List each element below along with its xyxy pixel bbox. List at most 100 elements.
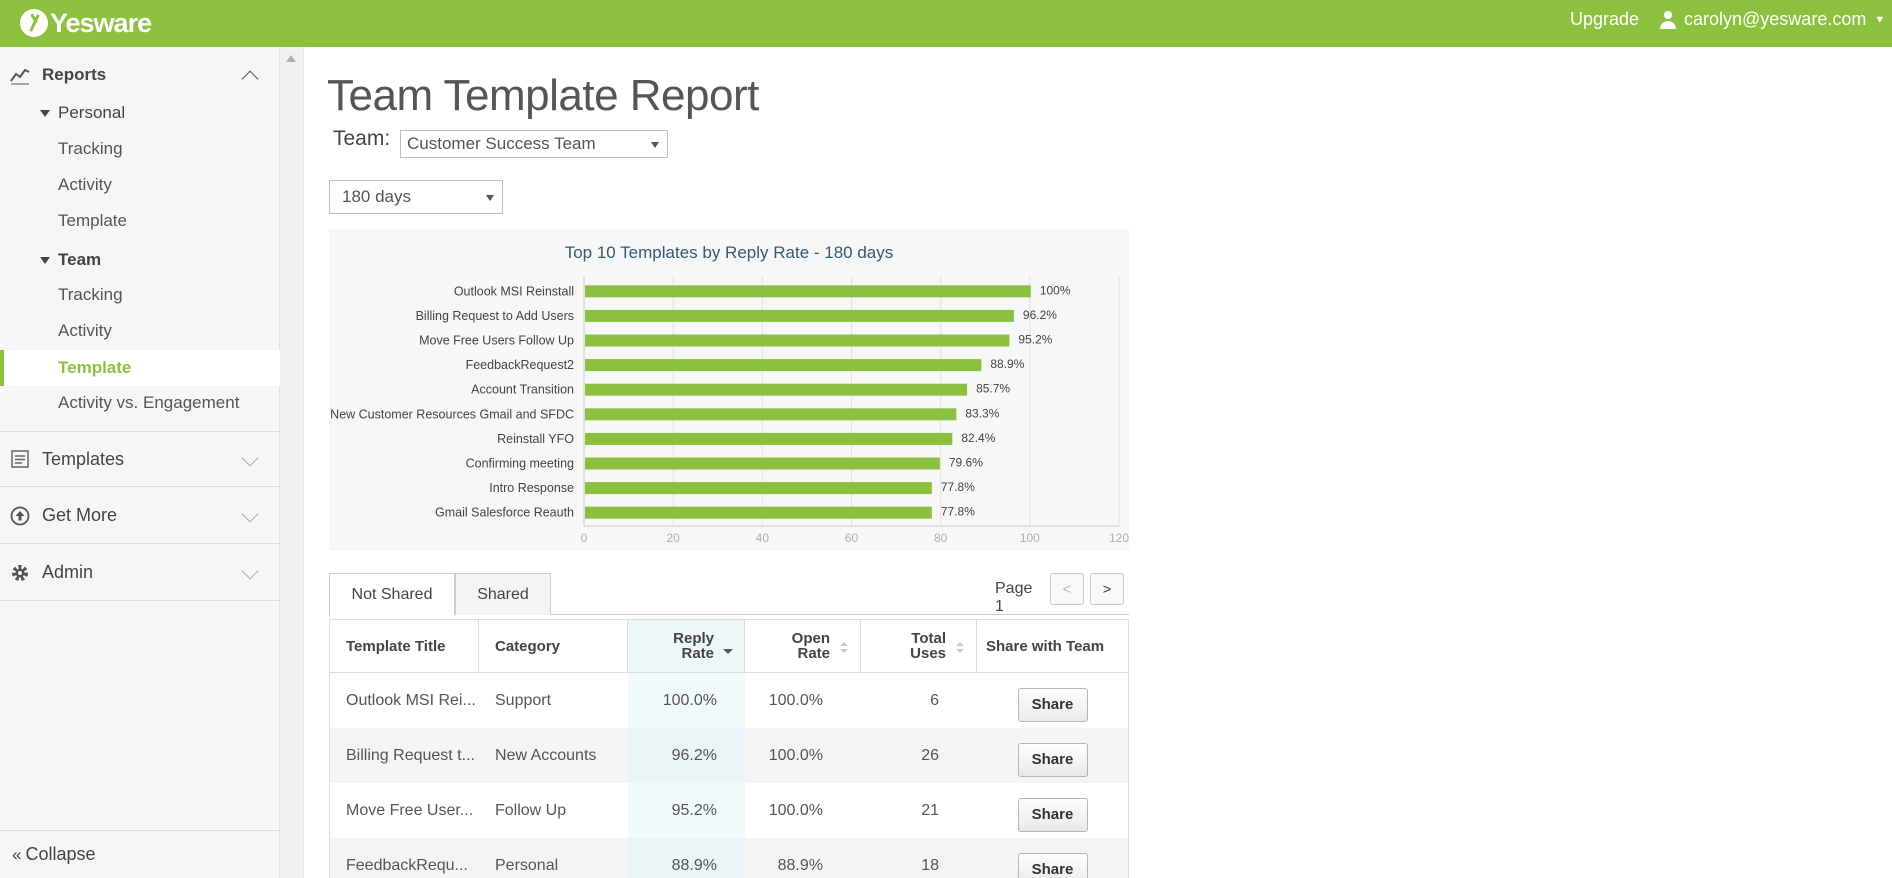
sidebar-scrollbar[interactable]: [280, 47, 304, 878]
nav-personal-tracking[interactable]: Tracking: [58, 139, 123, 158]
bar: [585, 408, 957, 421]
y-category-label: New Customer Resources Gmail and SFDC: [330, 407, 574, 421]
x-tick-label: 20: [666, 531, 680, 545]
cell-share: Share: [977, 783, 1128, 838]
team-select[interactable]: Customer Success Team: [400, 130, 668, 158]
sidebar: [0, 47, 280, 878]
sort-desc-icon: [723, 642, 733, 654]
share-button[interactable]: Share: [1017, 797, 1088, 832]
nav-personal-label: Personal: [58, 103, 126, 122]
nav-personal-template[interactable]: Template: [58, 211, 127, 230]
nav-personal-activity[interactable]: Activity: [58, 175, 112, 194]
col-category[interactable]: Category: [479, 620, 628, 672]
nav-reports-label: Reports: [42, 65, 107, 84]
cell-reply-rate: 100.0%: [628, 673, 745, 728]
y-category-label: Reinstall YFO: [497, 432, 574, 446]
tab-not-shared[interactable]: Not Shared: [329, 573, 455, 616]
bar-data-label: 95.2%: [1018, 333, 1052, 347]
col-open-rate[interactable]: Open Rate: [745, 620, 861, 672]
nav-admin[interactable]: Admin: [0, 545, 280, 601]
collapse-sidebar-button[interactable]: « Collapse: [0, 830, 280, 878]
y-category-label: Outlook MSI Reinstall: [454, 284, 574, 298]
line-chart-icon: [10, 65, 30, 85]
share-button[interactable]: Share: [1017, 742, 1088, 777]
upgrade-link[interactable]: Upgrade: [1570, 9, 1640, 29]
scroll-up-icon[interactable]: [286, 55, 296, 62]
col-total-uses-line1: Total: [911, 630, 946, 647]
table-header: Template Title Category Reply Rate Open Ra…: [329, 619, 1129, 673]
cell-share: Share: [977, 728, 1128, 783]
cell-reply-rate: 96.2%: [628, 728, 745, 783]
next-page-button[interactable]: >: [1090, 573, 1124, 605]
period-select[interactable]: 180 days: [329, 180, 503, 214]
bar: [585, 432, 953, 445]
chevron-down-icon[interactable]: [241, 562, 259, 580]
nav-team-activity-vs-engagement[interactable]: Activity vs. Engagement: [58, 393, 240, 412]
share-button[interactable]: Share: [1017, 852, 1088, 878]
user-menu[interactable]: carolyn@yesware.com ▼: [1660, 9, 1885, 30]
nav-get-more-label: Get More: [42, 505, 118, 525]
nav-team-template[interactable]: Template: [0, 350, 280, 386]
nav-templates[interactable]: Templates: [0, 431, 280, 487]
cell-category: New Accounts: [495, 746, 597, 764]
bar: [585, 457, 940, 470]
nav-team[interactable]: Team: [40, 250, 101, 270]
nav-team-activity[interactable]: Activity: [58, 321, 112, 340]
reply-rate-chart: Top 10 Templates by Reply Rate - 180 day…: [329, 229, 1129, 551]
chevron-down-icon[interactable]: [241, 449, 259, 467]
prev-page-button[interactable]: <: [1050, 573, 1084, 605]
y-category-label: Intro Response: [489, 481, 574, 495]
nav-team-tracking[interactable]: Tracking: [58, 285, 123, 304]
nav-personal[interactable]: Personal: [40, 103, 125, 123]
cell-open-rate: 100.0%: [768, 801, 823, 819]
x-tick-label: 40: [756, 531, 770, 545]
x-tick-label: 80: [934, 531, 948, 545]
cell-template-title: Billing Request t...: [346, 746, 475, 764]
y-category-label: Move Free Users Follow Up: [419, 334, 574, 348]
cell-open-rate: 88.9%: [777, 856, 823, 874]
upload-circle-icon: [10, 506, 30, 526]
y-category-label: FeedbackRequest2: [466, 358, 574, 372]
y-category-label: Billing Request to Add Users: [416, 309, 574, 323]
nav-get-more[interactable]: Get More: [0, 488, 280, 544]
col-total-uses[interactable]: Total Uses: [861, 620, 977, 672]
nav-reports[interactable]: Reports: [0, 47, 280, 103]
chevron-down-icon[interactable]: [241, 505, 259, 523]
table-body: Outlook MSI Rei... Support 100.0% 100.0% 6 Sh…: [329, 673, 1129, 878]
col-reply-rate[interactable]: Reply Rate: [628, 620, 745, 672]
bar-data-label: 96.2%: [1023, 308, 1057, 322]
x-tick-label: 0: [581, 531, 588, 545]
gear-icon: [10, 563, 30, 583]
caret-down-icon: ▼: [1874, 13, 1886, 26]
templates-table: Template Title Category Reply Rate Open Ra…: [329, 619, 1129, 878]
col-template-title[interactable]: Template Title: [330, 620, 479, 672]
cell-reply-rate: 95.2%: [628, 783, 745, 838]
caret-down-icon: [40, 109, 50, 117]
cell-total-uses: 21: [921, 801, 939, 819]
team-label: Team:: [333, 127, 391, 150]
cell-total-uses: 18: [921, 856, 939, 874]
col-reply-rate-label: Reply Rate: [673, 631, 714, 661]
page-indicator: Page 1: [995, 580, 1033, 615]
bar: [585, 482, 932, 495]
top-bar: Yesware Upgrade carolyn@yesware.com ▼: [0, 0, 1892, 47]
cell-open-rate: 100.0%: [768, 691, 823, 709]
cell-total-uses: 6: [930, 691, 939, 709]
cell-open-rate: 100.0%: [768, 746, 823, 764]
page-title: Team Template Report: [327, 71, 759, 120]
cell-share: Share: [977, 673, 1128, 728]
chevron-up-icon[interactable]: [241, 70, 259, 88]
bar: [585, 506, 932, 519]
bar: [585, 334, 1010, 347]
tab-shared[interactable]: Shared: [455, 573, 551, 615]
bar: [585, 383, 968, 396]
cell-total-uses: 26: [921, 746, 939, 764]
bar: [585, 359, 982, 372]
share-button[interactable]: Share: [1017, 687, 1088, 722]
chart-title: Top 10 Templates by Reply Rate - 180 day…: [565, 243, 894, 262]
yesware-logo[interactable]: Yesware: [20, 7, 152, 39]
cell-category: Personal: [495, 856, 559, 874]
y-category-label: Gmail Salesforce Reauth: [435, 506, 574, 520]
table-row: FeedbackRequ... Personal 88.9% 88.9% 18 Share: [329, 838, 1129, 878]
team-select-value: Customer Success Team: [407, 134, 596, 153]
